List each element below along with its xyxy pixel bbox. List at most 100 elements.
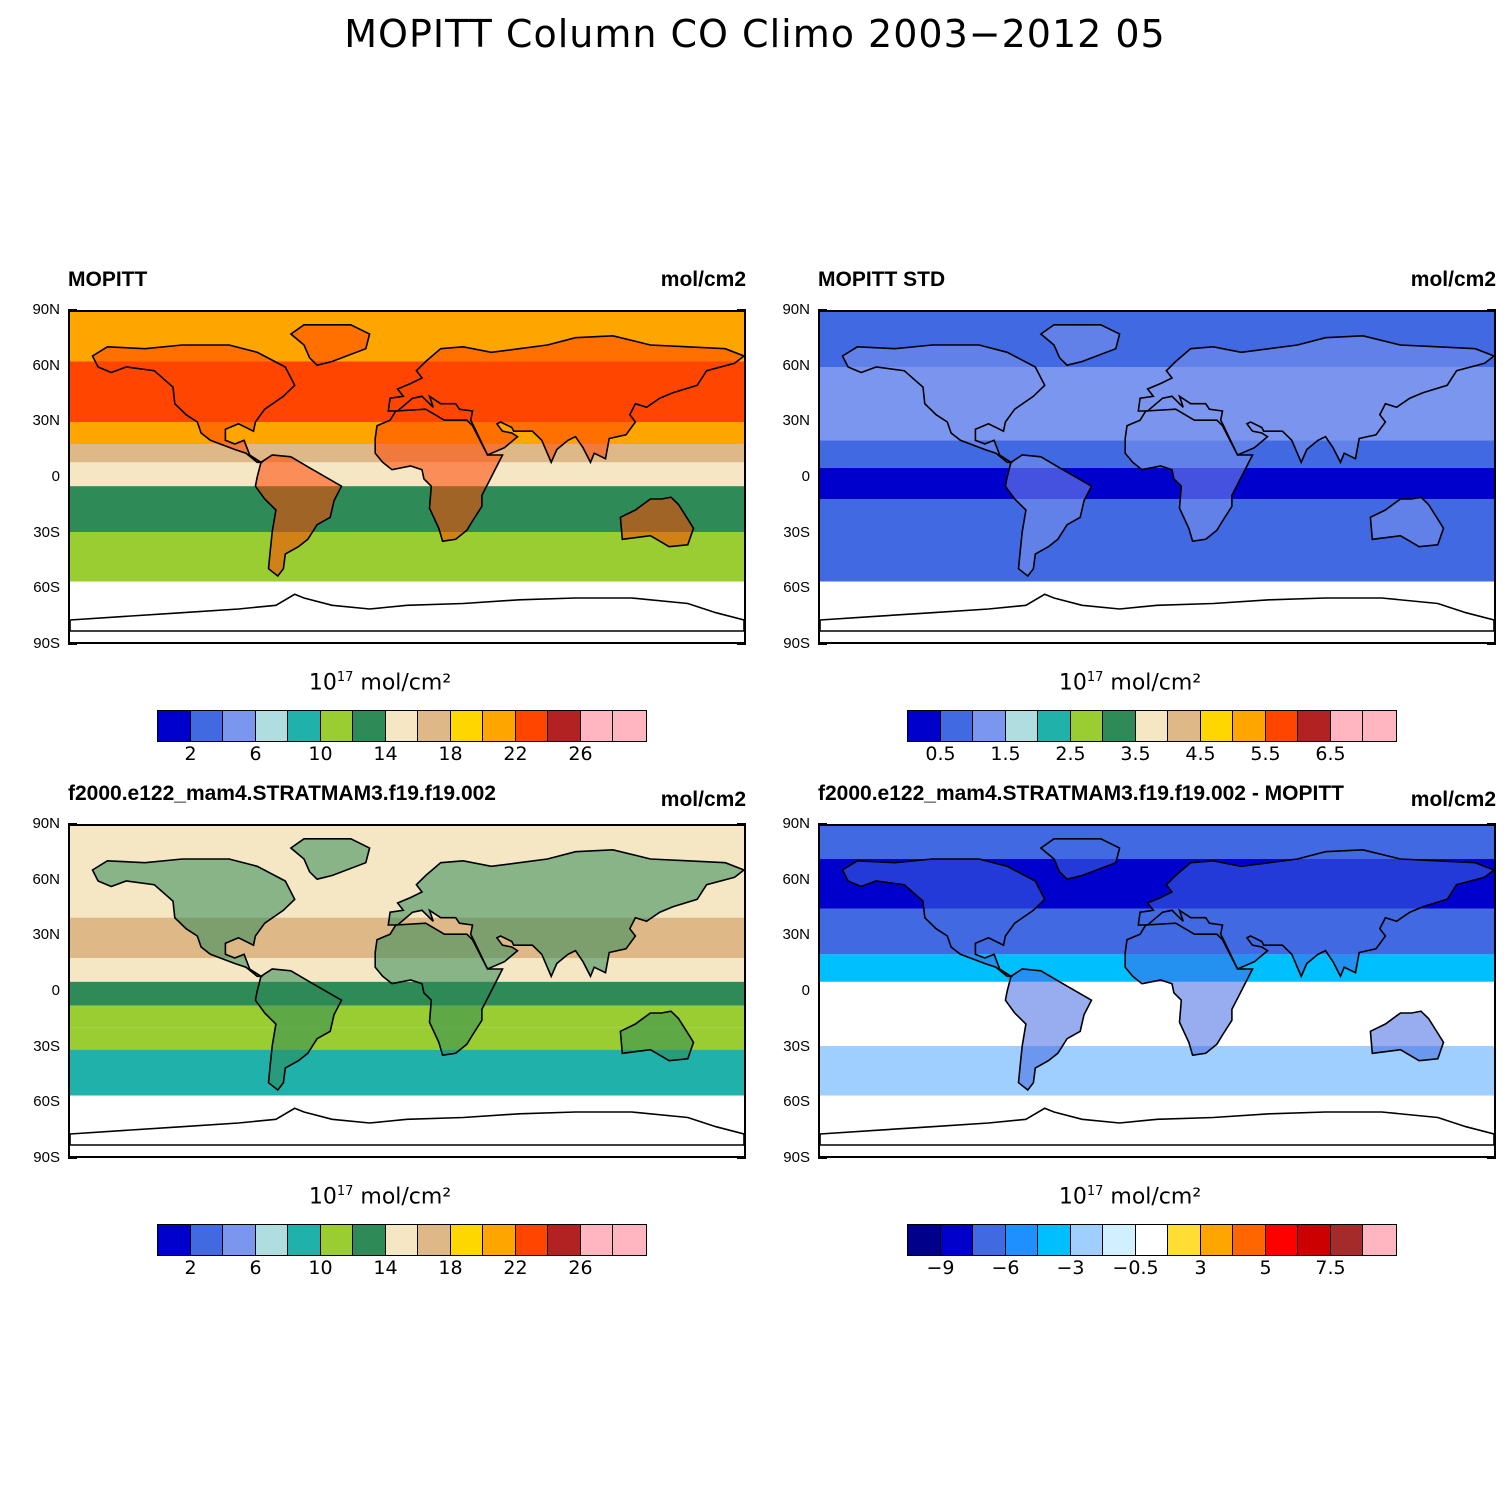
- colorbar-label: 26: [568, 743, 593, 765]
- map-plot-area: [818, 310, 1496, 644]
- panel-title: MOPITT: [68, 268, 148, 291]
- colorbar-swatch: [255, 1225, 288, 1255]
- colorbar-swatch: [580, 711, 613, 741]
- colorbar-swatch: [223, 711, 256, 741]
- coastline-greenland: [289, 324, 371, 367]
- colorbar-swatch: [940, 711, 973, 741]
- colorbar-title-base: 10: [308, 1184, 337, 1210]
- colorbar-title: 1017 mol/cm²: [10, 670, 750, 695]
- colorbar-swatch: [483, 1225, 516, 1255]
- colorbar-swatch: [450, 711, 483, 741]
- colorbar: [907, 710, 1397, 742]
- colorbar-swatch: [255, 711, 288, 741]
- colorbar-title-unit: mol/cm²: [353, 670, 452, 696]
- colorbar-title-base: 10: [308, 670, 337, 696]
- colorbar-swatch: [1330, 1225, 1363, 1255]
- lat-tick-mark: [68, 643, 77, 645]
- colorbar-label: 10: [308, 743, 333, 765]
- colorbar-label: 3: [1194, 1257, 1207, 1279]
- colorbar-swatch: [1363, 1225, 1396, 1255]
- lat-tick-label: 90N: [782, 815, 810, 832]
- colorbar-label: 18: [438, 743, 463, 765]
- colorbar-swatch: [908, 1225, 941, 1255]
- colorbar-title-base: 10: [1058, 670, 1087, 696]
- colorbar-label: 26: [568, 1257, 593, 1279]
- lat-tick-label: 30S: [783, 1037, 810, 1055]
- value-band: [70, 1005, 744, 1028]
- map-plot-area: [818, 824, 1496, 1158]
- colorbar-swatch: [1070, 1225, 1103, 1255]
- colorbar-swatch: [515, 1225, 548, 1255]
- colorbar-swatch: [1168, 711, 1201, 741]
- value-band: [70, 981, 744, 1006]
- colorbar-title-unit: mol/cm²: [1103, 1184, 1202, 1210]
- colorbar-label: 2.5: [1055, 743, 1086, 765]
- colorbar-swatch: [1233, 1225, 1266, 1255]
- coastline-greenland: [289, 838, 371, 881]
- colorbar-swatch: [1038, 711, 1071, 741]
- colorbar-title: 1017 mol/cm²: [10, 1184, 750, 1209]
- colorbar-swatch: [190, 711, 223, 741]
- colorbar-label: 2: [184, 743, 197, 765]
- colorbar-swatch: [515, 711, 548, 741]
- colorbar: [157, 1224, 647, 1256]
- colorbar-swatch: [1135, 1225, 1168, 1255]
- panel-title: MOPITT STD: [818, 268, 946, 291]
- colorbar-label: −9: [926, 1257, 955, 1279]
- lat-tick-mark: [68, 1157, 77, 1159]
- colorbar-swatch: [1103, 711, 1136, 741]
- coastline-south-america: [1004, 454, 1093, 578]
- coastline-australia: [1369, 1010, 1445, 1062]
- coastline-eurasia: [387, 334, 744, 465]
- coastline-greenland: [1039, 324, 1121, 367]
- colorbar-swatch: [973, 1225, 1006, 1255]
- colorbar-swatch: [320, 1225, 353, 1255]
- colorbar-label: 1.5: [990, 743, 1021, 765]
- value-band: [820, 1046, 1494, 1096]
- lat-tick-mark: [737, 643, 746, 645]
- colorbar-title-exponent: 17: [336, 1184, 354, 1199]
- lat-tick-label: 30N: [32, 412, 60, 430]
- colorbar-swatch: [385, 1225, 418, 1255]
- lat-tick-label: 0: [51, 468, 60, 485]
- lat-tick-label: 90N: [32, 301, 60, 318]
- coastline-north-america: [841, 858, 1046, 978]
- value-band: [70, 462, 744, 487]
- colorbar-label: 6.5: [1315, 743, 1346, 765]
- colorbar-swatch: [1233, 711, 1266, 741]
- lat-tick-label: 90S: [783, 1149, 810, 1166]
- coastline-australia: [1369, 496, 1445, 548]
- colorbar-swatch: [158, 1225, 191, 1255]
- panel-title: f2000.e122_mam4.STRATMAM3.f19.f19.002 - …: [818, 782, 1344, 805]
- colorbar-swatch: [385, 711, 418, 741]
- lat-tick-label: 60N: [32, 870, 60, 888]
- colorbar-swatch: [1038, 1225, 1071, 1255]
- coastline-north-america: [841, 344, 1046, 464]
- panel-units: mol/cm2: [1410, 788, 1496, 811]
- value-band: [820, 826, 1494, 859]
- colorbar-swatch: [940, 1225, 973, 1255]
- lat-tick-label: 60S: [33, 1093, 60, 1111]
- map-svg: [820, 312, 1494, 632]
- colorbar-swatch: [158, 711, 191, 741]
- colorbar-label: 10: [308, 1257, 333, 1279]
- value-band: [70, 1049, 744, 1096]
- colorbar-label: −0.5: [1112, 1257, 1159, 1279]
- coastline-eurasia: [1137, 848, 1494, 979]
- value-band: [70, 1027, 744, 1050]
- lat-tick-label: 30N: [782, 926, 810, 944]
- coastline-antarctica: [70, 1107, 744, 1146]
- coastline-south-america: [254, 968, 343, 1092]
- colorbar-swatch: [1363, 711, 1396, 741]
- lat-tick-label: 90N: [782, 301, 810, 318]
- colorbar-swatch: [1200, 1225, 1233, 1255]
- colorbar-swatch: [418, 1225, 451, 1255]
- map-panel-4: f2000.e122_mam4.STRATMAM3.f19.f19.002 - …: [760, 782, 1500, 1284]
- colorbar-title-unit: mol/cm²: [353, 1184, 452, 1210]
- colorbar-label: 22: [503, 743, 528, 765]
- lat-tick-label: 60S: [783, 1093, 810, 1111]
- colorbar-swatch: [1070, 711, 1103, 741]
- colorbar-label: 6: [249, 1257, 262, 1279]
- lat-tick-label: 60N: [32, 356, 60, 374]
- value-band: [70, 510, 744, 532]
